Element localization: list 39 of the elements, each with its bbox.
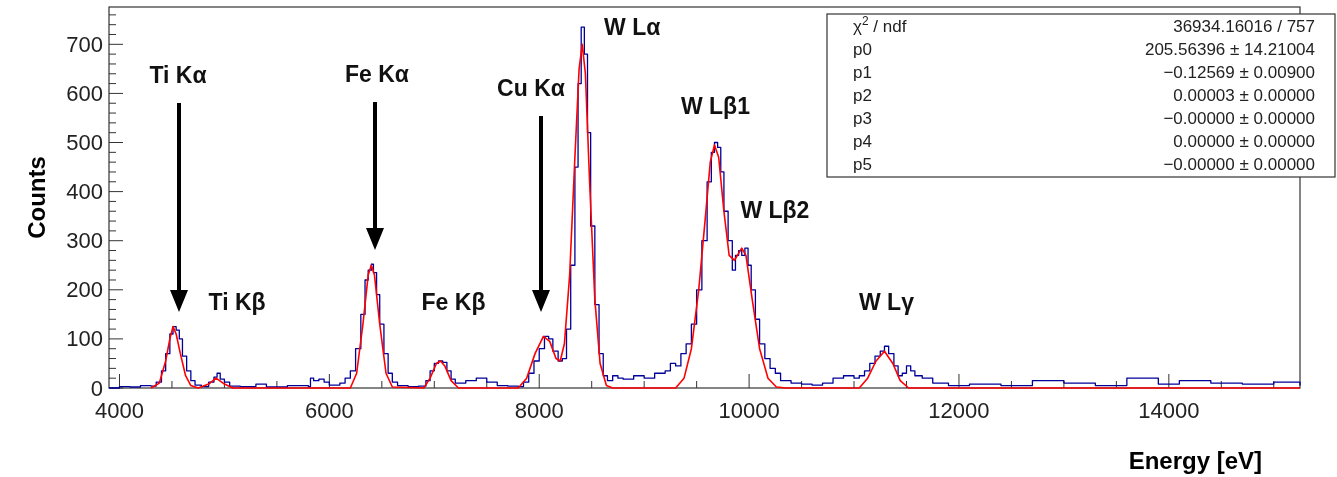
y-axis-title: Counts xyxy=(23,156,50,239)
annotation: 0.00000 ± 0.00000 xyxy=(1173,132,1315,151)
annotation: Fe Kβ xyxy=(421,289,486,315)
annotation: −0.00000 ± 0.00000 xyxy=(1163,109,1315,128)
annotation: W Lγ xyxy=(858,289,915,316)
x-axis-title: Energy [eV] xyxy=(1128,447,1262,474)
annotation: Ti Kβ xyxy=(208,289,266,316)
y-tick-label: 700 xyxy=(66,31,103,57)
x-tick-label: 8000 xyxy=(514,398,564,423)
annotation: p5 xyxy=(853,155,872,174)
annotation: p3 xyxy=(853,109,872,128)
y-tick-label: 400 xyxy=(66,179,103,205)
annotation: W Lβ2 xyxy=(740,197,810,224)
x-tick-label: 6000 xyxy=(304,398,354,423)
x-tick-label: 12000 xyxy=(928,398,990,423)
x-tick-label: 14000 xyxy=(1138,398,1200,423)
annotation: p2 xyxy=(853,86,872,105)
y-tick-label: 500 xyxy=(66,130,103,156)
annotation: W Lβ1 xyxy=(680,92,751,119)
annotation: Ti Kα xyxy=(149,62,207,88)
y-tick-label: 300 xyxy=(66,228,103,254)
x-tick-label: 10000 xyxy=(718,398,780,423)
y-tick-label: 600 xyxy=(66,80,103,106)
annotation: Cu Kα xyxy=(497,75,565,101)
x-tick-label: 4000 xyxy=(95,398,144,423)
annotation: χ$^{2}$ / ndf xyxy=(853,14,907,36)
annotation: p1 xyxy=(853,63,872,82)
y-tick-label: 200 xyxy=(66,277,103,303)
annotation: 0.00003 ± 0.00000 xyxy=(1173,86,1315,105)
annotation: 205.56396 ± 14.21004 xyxy=(1144,40,1315,59)
annotation: −0.12569 ± 0.00900 xyxy=(1163,63,1315,82)
annotation: p0 xyxy=(853,40,872,59)
annotation: W Lα xyxy=(604,14,661,41)
y-tick-label: 100 xyxy=(66,326,103,352)
annotation: −0.00000 ± 0.00000 xyxy=(1163,155,1315,174)
annotation: Fe Kα xyxy=(345,61,409,87)
y-tick-label: 0 xyxy=(90,375,103,401)
annotation: 36934.16016 / 757 xyxy=(1173,17,1315,36)
annotation: p4 xyxy=(853,132,872,151)
